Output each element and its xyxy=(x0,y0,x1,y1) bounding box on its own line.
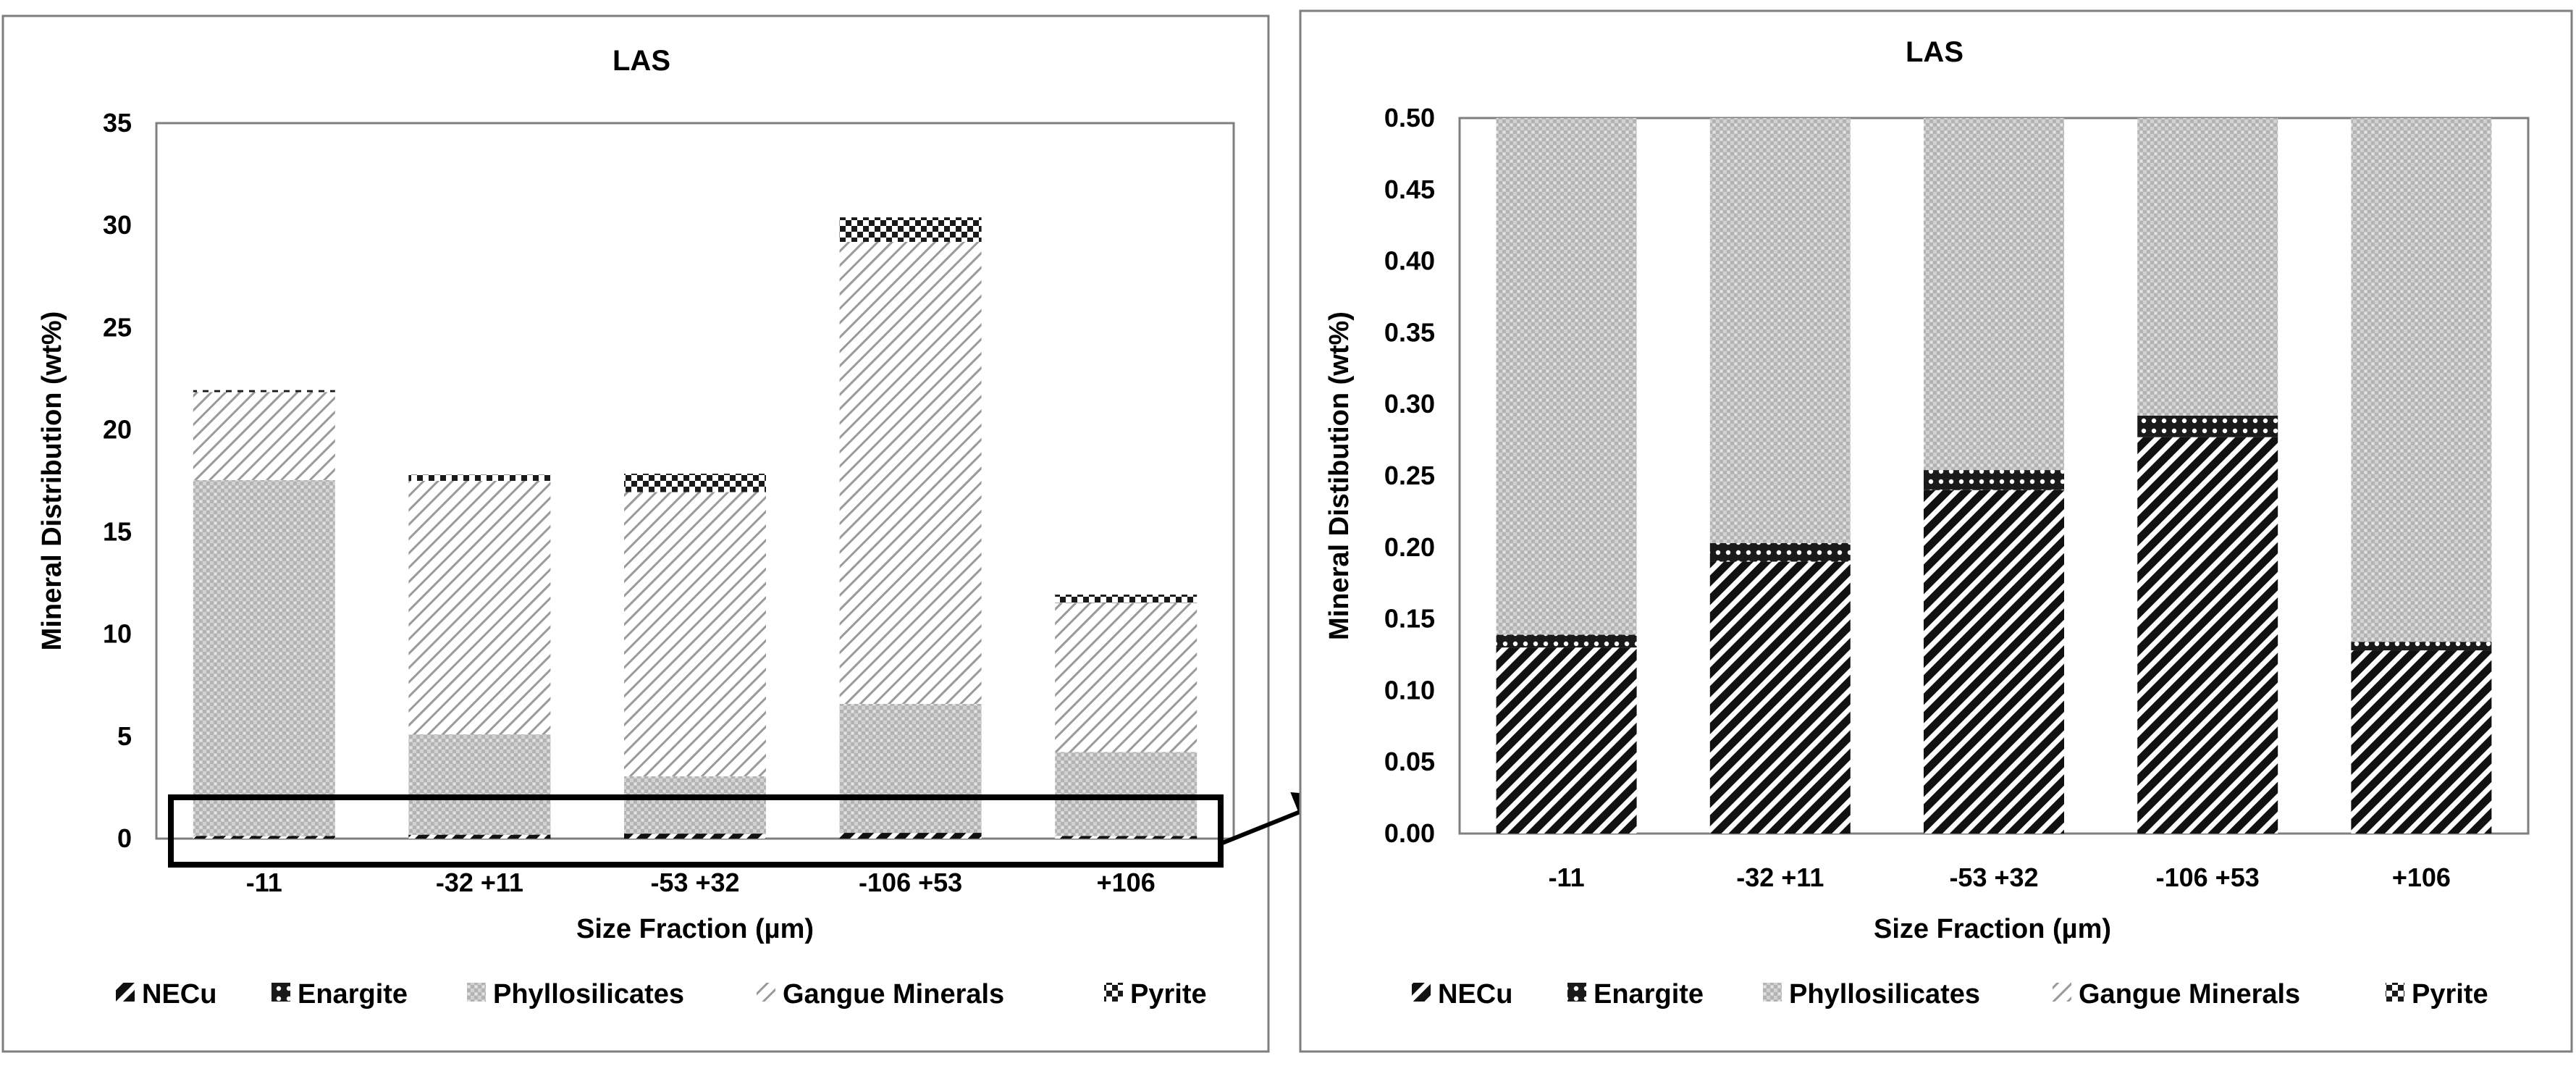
y-tick-label: 0.00 xyxy=(1384,818,1435,848)
bar-segment-enargite xyxy=(1924,470,2064,490)
bar-segment-pyrite xyxy=(840,217,982,242)
legend-label: Pyrite xyxy=(1130,979,1207,1010)
bar-segment-phyllosilicates xyxy=(1055,752,1197,836)
legend-label: Phyllosilicates xyxy=(1789,979,1980,1010)
legend-swatch-phyllosilicates xyxy=(467,983,486,1002)
bar-segment-necu xyxy=(1055,836,1197,839)
x-tick-label: -53 +32 xyxy=(650,868,739,897)
x-tick-label: -11 xyxy=(1549,863,1585,892)
y-axis-label: Mineral Distibution (wt%) xyxy=(1324,311,1355,640)
y-tick-label: 0.25 xyxy=(1384,461,1435,490)
bar-segment-enargite xyxy=(1710,543,1851,562)
bar-segment-enargite xyxy=(2137,416,2278,437)
legend-swatch-pyrite xyxy=(1104,983,1123,1002)
x-tick-label: -106 +53 xyxy=(2156,863,2260,892)
y-tick-label: 0.15 xyxy=(1384,604,1435,634)
bar-segment-necu xyxy=(1497,647,1637,834)
x-axis-label: Size Fraction (µm) xyxy=(576,914,814,944)
y-tick-label: 35 xyxy=(103,108,132,138)
y-tick-label: 20 xyxy=(103,414,132,444)
x-tick-label: -32 +11 xyxy=(1736,863,1824,892)
bar-segment-pyrite xyxy=(1055,595,1197,603)
bar-segment-gangue-minerals xyxy=(408,481,550,734)
legend-swatch-necu xyxy=(116,983,135,1002)
bar-segment-enargite xyxy=(2351,642,2491,650)
legend-label: Enargite xyxy=(1594,979,1704,1010)
legend-swatch-necu xyxy=(1412,983,1431,1002)
bar-segment-gangue-minerals xyxy=(840,242,982,704)
x-tick-label: -106 +53 xyxy=(859,868,962,897)
y-tick-label: 0.50 xyxy=(1384,103,1435,133)
legend-swatch-gangue-minerals xyxy=(757,983,775,1002)
x-tick-label: +106 xyxy=(1097,868,1156,897)
y-tick-label: 0.40 xyxy=(1384,246,1435,276)
bar-segment-phyllosilicates xyxy=(840,704,982,833)
legend-label: NECu xyxy=(1438,979,1512,1010)
legend-swatch-gangue-minerals xyxy=(2053,983,2071,1002)
legend-swatch-enargite xyxy=(1567,983,1586,1002)
legend-label: Enargite xyxy=(298,979,408,1010)
y-tick-label: 0.05 xyxy=(1384,747,1435,776)
y-tick-label: 10 xyxy=(103,619,132,649)
y-tick-label: 30 xyxy=(103,210,132,240)
y-tick-label: 0.20 xyxy=(1384,532,1435,562)
chart-title: LAS xyxy=(613,45,670,77)
x-tick-label: -11 xyxy=(246,868,282,897)
bar-segment-gangue-minerals xyxy=(193,392,335,479)
bar-segment-necu xyxy=(2351,650,2491,834)
bar-segment-phyllosilicates xyxy=(408,734,550,834)
bar-segment-pyrite xyxy=(193,390,335,393)
x-tick-label: -32 +11 xyxy=(436,868,523,897)
bar-segment-necu xyxy=(408,835,550,839)
x-tick-label: +106 xyxy=(2392,863,2451,892)
legend-swatch-enargite xyxy=(272,983,290,1002)
legend-swatch-pyrite xyxy=(2386,983,2404,1002)
bar-segment-necu xyxy=(2137,437,2278,834)
full-range-chart-panel: LAS 0 5 10 15 20 25 30 35 -11 -32 +11 -53 +32 -106… xyxy=(3,16,1268,1052)
bar-segment-phyllosilicates xyxy=(624,776,766,834)
bar-segment-enargite xyxy=(1497,634,1637,647)
bar-segment-pyrite xyxy=(408,475,550,481)
bar-segment-phyllosilicates xyxy=(193,480,335,836)
y-tick-label: 0.10 xyxy=(1384,675,1435,705)
y-tick-label: 0.45 xyxy=(1384,175,1435,204)
legend-label: Pyrite xyxy=(2412,979,2488,1010)
legend-label: Gangue Minerals xyxy=(783,979,1004,1010)
x-axis-label: Size Fraction (µm) xyxy=(1874,914,2111,944)
y-tick-label: 15 xyxy=(103,517,132,547)
y-tick-label: 0.30 xyxy=(1384,389,1435,419)
legend-label: Gangue Minerals xyxy=(2079,979,2300,1010)
bar-segment-necu xyxy=(1710,562,1851,834)
bar-segment-gangue-minerals xyxy=(624,492,766,776)
legend-label: Phyllosilicates xyxy=(493,979,684,1010)
bar-segment-necu xyxy=(624,834,766,839)
bar-segment-pyrite xyxy=(624,474,766,492)
bar-segment-necu xyxy=(193,836,335,839)
bar-segment-necu xyxy=(840,833,982,839)
y-tick-label: 0.35 xyxy=(1384,317,1435,347)
x-tick-label: -53 +32 xyxy=(1949,863,2038,892)
legend-swatch-phyllosilicates xyxy=(1763,983,1782,1002)
y-tick-label: 0 xyxy=(117,823,132,853)
y-tick-label: 25 xyxy=(103,312,132,342)
y-tick-label: 5 xyxy=(117,721,132,751)
legend-label: NECu xyxy=(142,979,216,1010)
y-axis-label: Mineral Distribution (wt%) xyxy=(37,311,67,651)
bar-segment-necu xyxy=(1924,490,2064,834)
zoomed-chart-panel: LAS 0.00 0.05 0.10 0.15 0.20 0.25 0.30 0.35 0.40… xyxy=(1300,0,2572,1052)
bar-segment-gangue-minerals xyxy=(1055,603,1197,752)
chart-title: LAS xyxy=(1906,36,1963,68)
